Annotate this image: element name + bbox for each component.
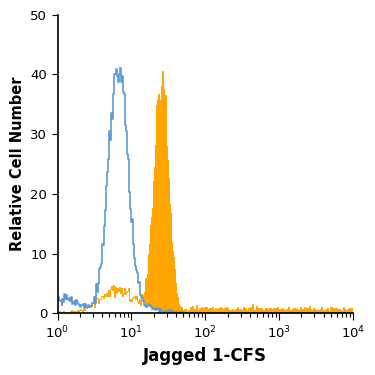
X-axis label: Jagged 1-CFS: Jagged 1-CFS [143, 347, 267, 365]
Y-axis label: Relative Cell Number: Relative Cell Number [10, 77, 25, 251]
